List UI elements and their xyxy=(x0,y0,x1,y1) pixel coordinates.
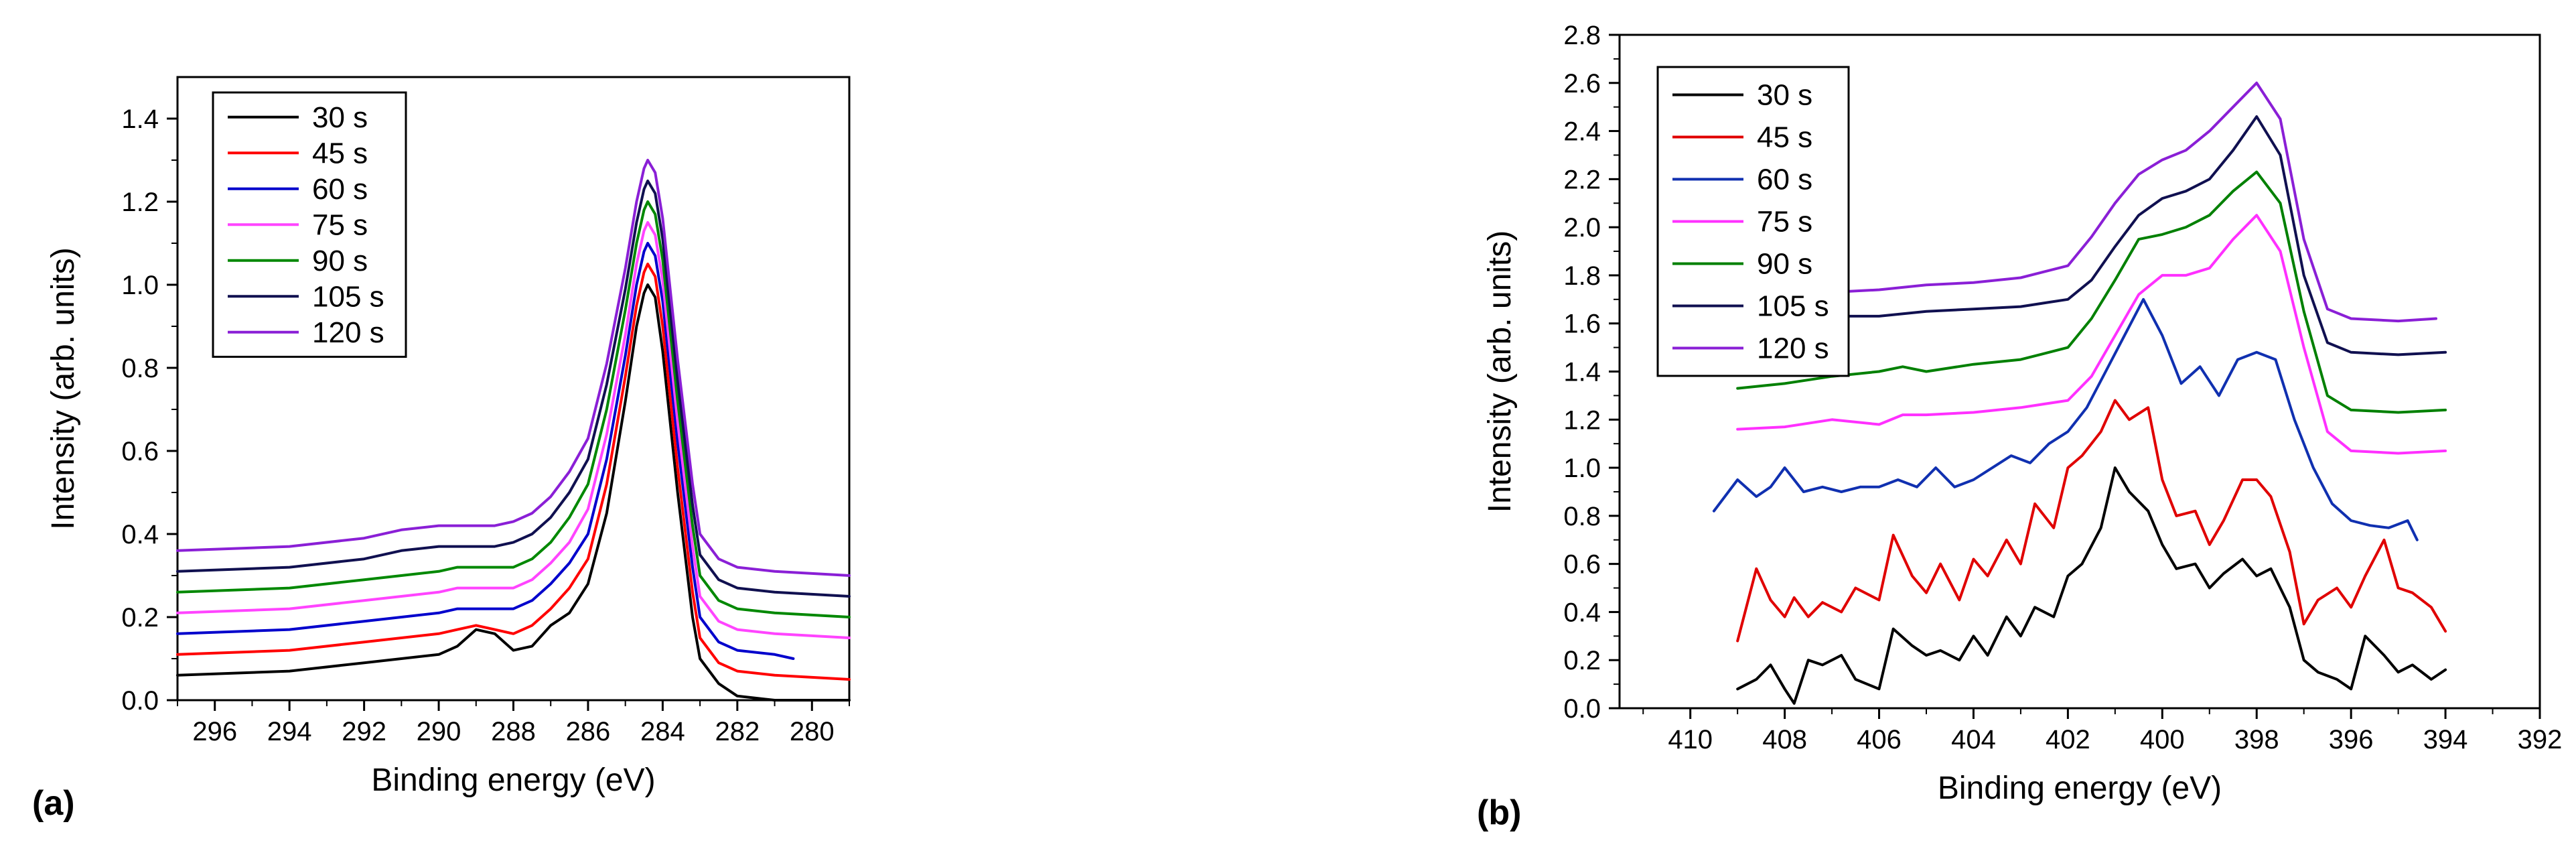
chart-b-x-tick-label: 404 xyxy=(1951,725,1996,754)
chart-b-y-tick-label: 1.6 xyxy=(1563,310,1601,339)
chart-a-y-tick-label: 1.0 xyxy=(121,271,159,300)
chart-a-y-tick-label: 1.4 xyxy=(121,105,159,134)
chart-a-legend-label: 120 s xyxy=(312,316,384,349)
chart-b-legend-label: 30 s xyxy=(1757,79,1812,112)
chart-a-legend-label: 105 s xyxy=(312,280,384,313)
chart-b-y-tick-label: 1.2 xyxy=(1563,405,1601,435)
chart-b-x-tick-label: 392 xyxy=(2518,725,2563,754)
chart-a-x-tick-label: 282 xyxy=(715,717,760,746)
panel-a-chart: 296 294 292 290 288 286 284 282 280 0.0 0.2 0.4 0.6 0… xyxy=(32,76,851,823)
chart-a-legend-label: 30 s xyxy=(312,101,368,134)
chart-a-legend-label: 75 s xyxy=(312,208,368,241)
chart-a-series-line-90s xyxy=(176,200,851,618)
chart-b-panel-label: (b) xyxy=(1477,793,1521,832)
chart-b-x-axis-title: Binding energy (eV) xyxy=(1938,771,2222,806)
chart-a-x-tick-label: 292 xyxy=(342,717,386,746)
chart-b-y-tick-label: 2.2 xyxy=(1563,165,1601,194)
chart-a-series-line-75s xyxy=(176,221,851,639)
chart-a-legend-label: 60 s xyxy=(312,173,368,206)
chart-a-x-tick-label: 294 xyxy=(267,717,312,746)
chart-b-legend-label: 60 s xyxy=(1757,163,1812,196)
chart-a-x-tick-label: 286 xyxy=(566,717,611,746)
chart-b-x-tick-label: 396 xyxy=(2329,725,2374,754)
chart-b-y-tick-label: 1.0 xyxy=(1563,454,1601,483)
chart-b-x-tick-label: 406 xyxy=(1857,725,1902,754)
chart-b-y-tick-label: 1.8 xyxy=(1563,261,1601,291)
chart-a-y-tick-label: 0.2 xyxy=(121,603,159,633)
chart-b-legend-label: 105 s xyxy=(1757,290,1829,323)
chart-a-series-line-30s xyxy=(176,283,851,702)
chart-a-y-axis-title: Intensity (arb. units) xyxy=(46,247,81,530)
chart-a-panel-label: (a) xyxy=(32,784,75,823)
chart-b-x-tick-label: 408 xyxy=(1762,725,1807,754)
chart-a-series-line-120s xyxy=(176,159,851,577)
chart-b-x-tick-label: 410 xyxy=(1668,725,1713,754)
chart-b-series-line-75s xyxy=(1736,214,2447,455)
chart-b-y-tick-label: 0.2 xyxy=(1563,646,1601,675)
chart-a-x-tick-label: 290 xyxy=(417,717,461,746)
chart-b-legend-label: 45 s xyxy=(1757,121,1812,154)
panel-b-chart: 410 408 406 404 402 400 398 396 394 392 0.0 0.2 0.4 0… xyxy=(1477,21,2562,832)
chart-a-y-tick-label: 0.8 xyxy=(121,354,159,383)
chart-b-y-tick-label: 2.0 xyxy=(1563,213,1601,243)
chart-a-x-axis-title: Binding energy (eV) xyxy=(371,762,655,798)
chart-b-y-tick-label: 2.6 xyxy=(1563,69,1601,98)
chart-a-series-line-45s xyxy=(176,263,851,681)
chart-b-y-tick-label: 0.6 xyxy=(1563,550,1601,580)
chart-b-x-tick-label: 398 xyxy=(2234,725,2279,754)
chart-b-y-tick-label: 0.8 xyxy=(1563,502,1601,531)
chart-b-legend-label: 90 s xyxy=(1757,248,1812,281)
chart-a-y-tick-label: 1.2 xyxy=(121,188,159,217)
chart-b-y-tick-label: 2.4 xyxy=(1563,117,1601,147)
chart-a-x-tick-label: 296 xyxy=(192,717,237,746)
chart-a-x-tick-label: 288 xyxy=(491,717,536,746)
chart-b-series-line-45s xyxy=(1736,399,2447,643)
chart-b-y-tick-label: 0.4 xyxy=(1563,598,1601,627)
chart-b-series-line-30s xyxy=(1736,466,2447,705)
chart-b-y-axis-title: Intensity (arb. units) xyxy=(1482,230,1518,513)
chart-b-series-line-120s xyxy=(1806,81,2437,323)
chart-b-x-tick-label: 402 xyxy=(2046,725,2090,754)
chart-b-legend-label: 120 s xyxy=(1757,332,1829,365)
chart-a-x-tick-label: 284 xyxy=(640,717,685,746)
chart-a-legend-label: 45 s xyxy=(312,137,368,170)
chart-b-series-line-105s xyxy=(1736,115,2447,356)
chart-b-x-tick-label: 394 xyxy=(2423,725,2468,754)
chart-a-y-tick-label: 0.6 xyxy=(121,437,159,466)
chart-b-y-tick-label: 1.4 xyxy=(1563,358,1601,387)
chart-b-y-tick-label: 2.8 xyxy=(1563,21,1601,50)
chart-b-series-line-60s xyxy=(1712,297,2419,541)
chart-b-legend-label: 75 s xyxy=(1757,206,1812,239)
chart-b-series-line-90s xyxy=(1736,170,2447,414)
chart-b-y-tick-label: 0.0 xyxy=(1563,694,1601,724)
chart-a-series-line-60s xyxy=(176,242,795,660)
chart-a-series-line-105s xyxy=(176,180,851,598)
chart-a-legend-label: 90 s xyxy=(312,245,368,277)
chart-a-x-tick-label: 280 xyxy=(790,717,835,746)
chart-a-y-tick-label: 0.4 xyxy=(121,520,159,549)
chart-b-x-tick-label: 400 xyxy=(2140,725,2185,754)
chart-a-y-tick-label: 0.0 xyxy=(121,686,159,716)
